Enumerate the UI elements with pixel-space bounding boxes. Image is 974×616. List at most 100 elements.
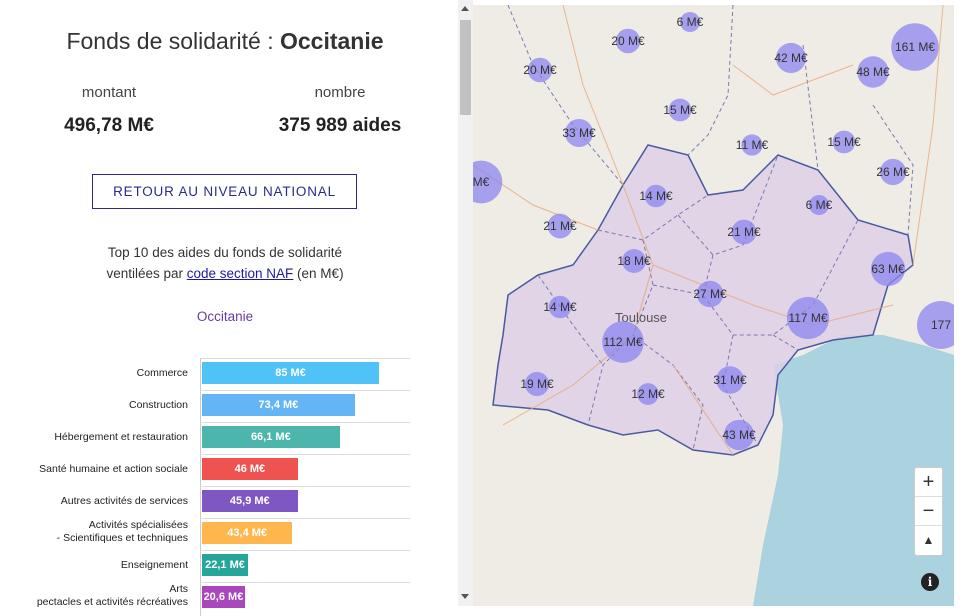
- map-bubble-label: 27 M€: [693, 287, 727, 301]
- bar[interactable]: 85 M€: [202, 362, 379, 384]
- map-bubble[interactable]: [775, 42, 807, 74]
- chart-gridline: [200, 550, 410, 551]
- chart-gridline: [200, 582, 410, 583]
- map-bubble-label: 11 M€: [736, 138, 769, 152]
- chart-gridline: [200, 358, 410, 359]
- map-bubble-label: 48 M€: [856, 65, 890, 79]
- chart-row: Enseignement 22,1 M€: [0, 550, 458, 581]
- bar[interactable]: 66,1 M€: [202, 426, 340, 448]
- chart-row: Santé humaine et action sociale 46 M€: [0, 454, 458, 485]
- top10-line2-prefix: ventilées par: [106, 266, 187, 281]
- chart-row: Arts pectacles et activités récréatives 20…: [0, 582, 458, 613]
- zoom-in-button[interactable]: +: [915, 468, 942, 497]
- map-bubble-label: 177: [931, 318, 951, 332]
- city-label-toulouse: Toulouse: [615, 310, 667, 325]
- map[interactable]: Toulouse 6 M€ 20 M€ 42 M€ 161 M€ 20 M€ 48 M€ 1…: [473, 5, 954, 606]
- bar[interactable]: 73,4 M€: [202, 394, 355, 416]
- map-bubble-label: 63 M€: [871, 262, 905, 276]
- map-bubble[interactable]: [473, 160, 503, 204]
- map-bubble-label: 14 M€: [543, 300, 577, 314]
- chart-gridline: [200, 518, 410, 519]
- bar-label: Activités spécialisées - Scientifiques et…: [56, 519, 188, 544]
- chart-row: Hébergement et restauration 66,1 M€: [0, 422, 458, 453]
- map-bubble[interactable]: [917, 301, 954, 349]
- map-bubble-label: 31 M€: [713, 373, 747, 387]
- map-bubble[interactable]: [723, 419, 755, 451]
- map-bubble-label: 20 M€: [611, 34, 645, 48]
- bar-label: Construction: [129, 399, 188, 411]
- map-bubble-label: 18 M€: [617, 254, 651, 268]
- map-bubble[interactable]: [731, 219, 757, 245]
- map-bubble[interactable]: [870, 251, 906, 287]
- bar-label: Enseignement: [120, 559, 188, 571]
- chart-row: Construction 73,4 M€: [0, 390, 458, 421]
- map-bubble[interactable]: [891, 23, 939, 71]
- map-bubble-label: 21 M€: [727, 225, 761, 239]
- map-bubble-label: 12 M€: [631, 387, 665, 401]
- naf-link[interactable]: code section NAF: [186, 266, 294, 281]
- bar[interactable]: 20,6 M€: [202, 586, 245, 608]
- scroll-thumb[interactable]: [460, 20, 471, 115]
- map-bubble[interactable]: [680, 12, 700, 32]
- chart-row: Autres activités de services 45,9 M€: [0, 486, 458, 517]
- map-bubble[interactable]: [716, 366, 744, 394]
- chart-axis: [200, 358, 201, 616]
- map-bubble[interactable]: [696, 280, 724, 308]
- map-bubble-label: 33 M€: [562, 126, 596, 140]
- map-bubble[interactable]: [668, 98, 692, 122]
- bar[interactable]: 22,1 M€: [202, 554, 249, 576]
- map-bubble[interactable]: [644, 184, 668, 208]
- chart-row: Activités spécialisées - Scientifiques et…: [0, 518, 458, 549]
- sea: [753, 335, 954, 606]
- map-bubble-label: 6 M€: [806, 198, 833, 212]
- map-bubble[interactable]: [809, 195, 829, 215]
- montant-value: 496,78 M€: [64, 115, 154, 136]
- bar[interactable]: 43,4 M€: [202, 522, 293, 544]
- chart-gridline: [200, 486, 410, 487]
- map-bubble-label: 6 M€: [677, 15, 704, 29]
- compass-icon[interactable]: ▲: [922, 533, 935, 547]
- map-bubble-label: 112 M€: [603, 335, 642, 349]
- map-bubble[interactable]: [602, 321, 644, 363]
- zoom-out-button[interactable]: −: [915, 497, 942, 526]
- map-bubble[interactable]: [879, 158, 907, 186]
- map-bubble-label: 42 M€: [774, 51, 808, 65]
- title-prefix: Fonds de solidarité :: [66, 28, 280, 54]
- scroll-up-icon[interactable]: [461, 6, 469, 11]
- retour-national-button[interactable]: RETOUR AU NIVEAU NATIONAL: [92, 174, 357, 209]
- map-bubble[interactable]: [786, 296, 830, 340]
- bar-label: Hébergement et restauration: [54, 431, 188, 443]
- chart-title: Occitanie: [196, 309, 254, 324]
- bubbles-layer: 6 M€ 20 M€ 42 M€ 161 M€ 20 M€ 48 M€ 15 M€ 33 M€…: [473, 12, 954, 451]
- map-canvas[interactable]: Toulouse 6 M€ 20 M€ 42 M€ 161 M€ 20 M€ 48 M€ 1…: [473, 5, 954, 606]
- bar[interactable]: 46 M€: [202, 458, 298, 480]
- map-bubble-label: 14 M€: [639, 189, 673, 203]
- top10-line2: ventilées par code section NAF (en M€): [0, 263, 450, 284]
- map-bubble[interactable]: [741, 134, 763, 156]
- map-bubble-label: 161 M€: [895, 40, 935, 54]
- map-bubble[interactable]: [637, 383, 659, 405]
- bar-label: Autres activités de services: [60, 495, 188, 507]
- map-bubble[interactable]: [524, 371, 550, 397]
- map-bubble[interactable]: [622, 249, 646, 273]
- map-bubble[interactable]: [564, 118, 594, 148]
- nombre-value: 375 989 aides: [278, 115, 402, 136]
- scrollbar[interactable]: [458, 0, 473, 606]
- zoom-controls: + − ▲: [914, 467, 943, 556]
- info-icon[interactable]: i: [921, 573, 939, 591]
- chart-gridline: [200, 390, 410, 391]
- nombre-label: nombre: [314, 84, 366, 101]
- map-bubble[interactable]: [832, 130, 856, 154]
- map-bubble-label: 26 M€: [876, 165, 910, 179]
- scroll-down-icon[interactable]: [461, 594, 469, 599]
- map-bubble[interactable]: [547, 213, 573, 239]
- map-bubble-label: 117 M€: [788, 311, 827, 325]
- map-bubble[interactable]: [615, 28, 641, 54]
- top10-line2-suffix: (en M€): [293, 266, 344, 281]
- map-bubble[interactable]: [527, 57, 553, 83]
- bar[interactable]: 45,9 M€: [202, 490, 298, 512]
- chart-gridline: [200, 422, 410, 423]
- map-bubble[interactable]: [548, 295, 572, 319]
- map-bubble[interactable]: [857, 56, 889, 88]
- map-bubble-label: 43 M€: [722, 428, 756, 442]
